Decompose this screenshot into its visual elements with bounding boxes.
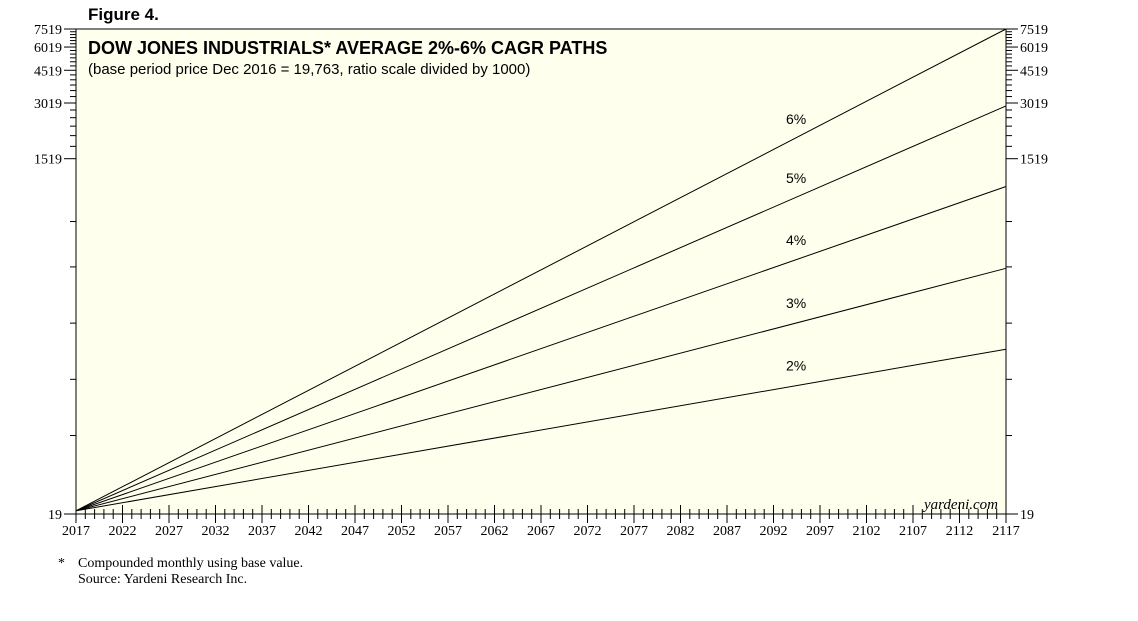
y-tick-label-left: 3019 (34, 97, 62, 112)
x-tick-label: 2082 (667, 524, 695, 539)
footnote-source: Source: Yardeni Research Inc. (78, 572, 248, 587)
footnote: * Compounded monthly using base value. So… (58, 556, 303, 588)
x-tick-label: 2062 (481, 524, 509, 539)
series-label-5pct: 5% (786, 170, 806, 186)
x-tick-label: 2102 (853, 524, 881, 539)
y-axis-labels: 19 19 1519 1519 3019 3019 4519 4519 6019 6019 7519… (34, 23, 1048, 523)
chart-title: DOW JONES INDUSTRIALS* AVERAGE 2%-6% CAG… (88, 38, 607, 58)
x-tick-label: 2087 (713, 524, 741, 539)
series-line-2pct (75, 348, 1007, 512)
x-tick-label: 2072 (574, 524, 602, 539)
y-tick-label-left: 7519 (34, 23, 62, 38)
x-tick-label: 2057 (434, 524, 462, 539)
y-tick-label-right: 19 (1020, 508, 1034, 523)
y-tick-label-left: 1519 (34, 153, 62, 168)
x-tick-label: 2092 (760, 524, 788, 539)
series-label-4pct: 4% (786, 232, 806, 248)
x-tick-label: 2112 (946, 524, 973, 539)
watermark: yardeni.com (922, 497, 998, 513)
y-tick-label-right: 6019 (1020, 41, 1048, 56)
y-tick-label-right: 3019 (1020, 97, 1048, 112)
y-tick-label-right: 7519 (1020, 23, 1048, 38)
series-line-4pct (75, 186, 1007, 512)
x-axis-labels: 2017 2022 2027 2032 2037 2042 2047 2052 2057 2062… (62, 524, 1020, 539)
series-line-6pct (75, 28, 1007, 512)
x-tick-label: 2037 (248, 524, 276, 539)
y-tick-label-left: 4519 (34, 64, 62, 79)
y-tick-label-left: 19 (48, 508, 62, 523)
x-tick-label: 2077 (620, 524, 648, 539)
x-tick-label: 2017 (62, 524, 90, 539)
x-tick-label: 2107 (899, 524, 927, 539)
series-labels: 6% 5% 4% 3% 2% (786, 111, 806, 374)
x-tick-label: 2067 (527, 524, 555, 539)
y-tick-label-right: 1519 (1020, 153, 1048, 168)
footnote-note: Compounded monthly using base value. (78, 556, 304, 571)
y-tick-label-left: 6019 (34, 41, 62, 56)
x-tick-label: 2117 (992, 524, 1019, 539)
series-line-3pct (75, 267, 1007, 512)
y-tick-label-right: 4519 (1020, 64, 1048, 79)
footnote-mark: * (58, 556, 65, 571)
x-tick-label: 2097 (806, 524, 834, 539)
series-lines (75, 28, 1007, 512)
chart-subtitle: (base period price Dec 2016 = 19,763, ra… (88, 61, 530, 78)
series-line-5pct (75, 105, 1007, 512)
series-label-6pct: 6% (786, 111, 806, 127)
x-tick-label: 2042 (295, 524, 323, 539)
plot-border (75, 28, 1007, 515)
x-tick-label: 2022 (109, 524, 137, 539)
x-tick-label: 2032 (202, 524, 230, 539)
series-label-3pct: 3% (786, 295, 806, 311)
x-tick-label: 2047 (341, 524, 369, 539)
series-label-2pct: 2% (786, 357, 806, 373)
x-tick-label: 2027 (155, 524, 183, 539)
figure-label: Figure 4. (88, 5, 159, 24)
x-tick-label: 2052 (388, 524, 416, 539)
